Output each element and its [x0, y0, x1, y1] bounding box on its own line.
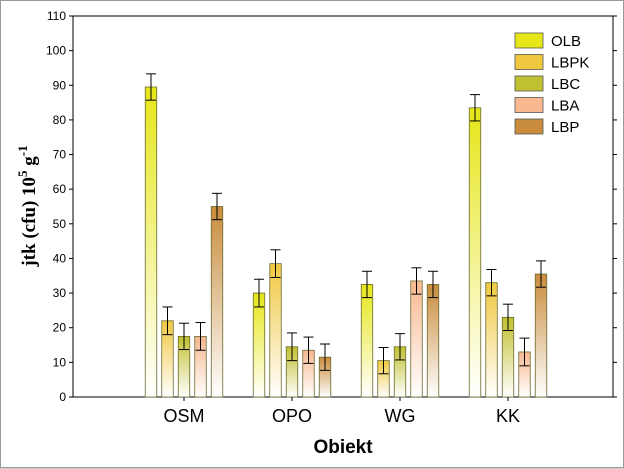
y-tick-label: 20 [53, 321, 67, 335]
y-tick-label: 60 [53, 182, 67, 196]
bar-olb-kk [468, 107, 482, 398]
y-tick-label: 70 [53, 148, 67, 162]
legend: OLB LBPK LBC LBA LBP [507, 27, 603, 139]
y-tick-label: 80 [53, 113, 67, 127]
bar-lbp-wg [426, 284, 440, 398]
y-tick-label: 50 [53, 217, 67, 231]
x-tick-label-osm: OSM [163, 406, 204, 426]
legend-label-olb: OLB [551, 33, 581, 50]
legend-swatch-lbp [514, 118, 544, 135]
y-tick-label: 10 [53, 355, 67, 369]
y-tick-label: 100 [46, 44, 66, 58]
legend-swatch-lbpk [514, 54, 544, 70]
legend-swatch-lba [514, 97, 544, 113]
bar-lba-wg [410, 280, 423, 398]
x-axis: OSM OPO WG KK [163, 397, 520, 426]
y-tick-label: 90 [53, 78, 67, 92]
bar-olb-opo [252, 292, 266, 398]
bar-lbp-kk [534, 273, 548, 398]
legend-label-lbp: LBP [551, 119, 579, 136]
legend-label-lba: LBA [551, 98, 579, 115]
x-tick-label-opo: OPO [272, 406, 312, 426]
y-tick-label: 0 [59, 390, 66, 404]
y-axis-title: jtk (cfu) 105 g-1 [15, 145, 40, 267]
x-tick-label-wg: WG [385, 406, 416, 426]
legend-swatch-lbc [514, 75, 544, 92]
y-tick-label: 30 [53, 286, 67, 300]
bars-group [144, 73, 548, 398]
bar-olb-osm [144, 86, 158, 398]
y-tick-label: 40 [53, 251, 67, 265]
legend-swatch-olb [514, 32, 544, 49]
y-axis: 0 10 20 30 40 50 60 70 80 90 100 110 [46, 9, 617, 404]
bar-lbpk-opo [269, 263, 282, 398]
legend-label-lbpk: LBPK [551, 55, 589, 72]
bar-lbpk-kk [485, 282, 498, 398]
x-axis-title: Obiekt [313, 437, 373, 458]
legend-label-lbc: LBC [551, 76, 580, 93]
bar-olb-wg [360, 284, 374, 398]
y-tick-label: 110 [47, 9, 66, 23]
bar-lbp-osm [210, 206, 224, 398]
x-tick-label-kk: KK [496, 406, 520, 426]
